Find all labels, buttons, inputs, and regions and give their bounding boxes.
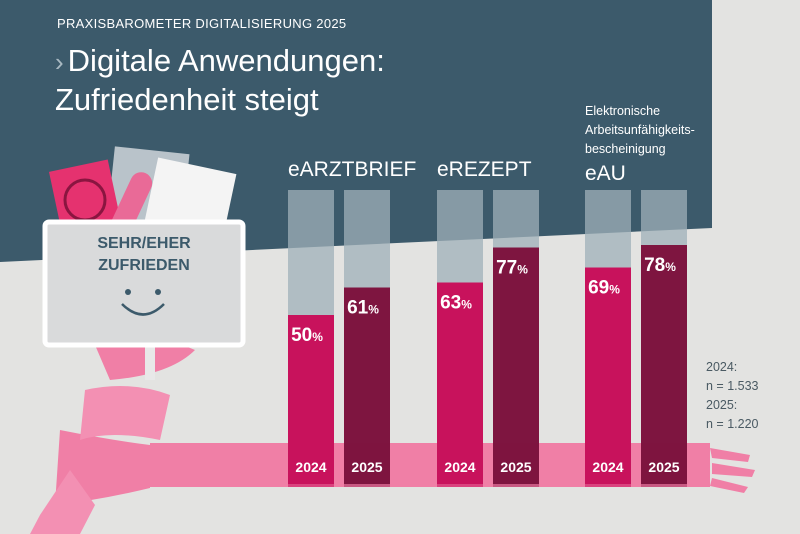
bar-scarf-overlay bbox=[493, 443, 539, 487]
data-label: 61% bbox=[347, 298, 379, 319]
bar-2025-1 bbox=[493, 247, 539, 484]
year-label: 2025 bbox=[500, 459, 531, 475]
year-label: 2025 bbox=[648, 459, 679, 475]
year-label: 2024 bbox=[444, 459, 475, 475]
data-label: 78% bbox=[644, 255, 676, 276]
sign-line-2: ZUFRIEDEN bbox=[98, 257, 190, 274]
year-label: 2024 bbox=[592, 459, 623, 475]
chevron-right-icon: › bbox=[55, 47, 64, 77]
bar-2025-0 bbox=[344, 287, 390, 484]
page-title: › Digitale Anwendungen: Zufriedenheit stei… bbox=[55, 42, 385, 119]
kicker-text: PRAXISBAROMETER DIGITALISIERUNG 2025 bbox=[57, 16, 347, 31]
n2025-value: n = 1.220 bbox=[706, 417, 759, 431]
year-label: 2025 bbox=[351, 459, 382, 475]
data-label: 77% bbox=[496, 258, 528, 279]
n2025-label: 2025: bbox=[706, 398, 738, 412]
category-label-erezept: eREZEPT bbox=[437, 158, 532, 181]
bar-scarf-overlay bbox=[585, 443, 631, 487]
data-label: 50% bbox=[291, 325, 323, 346]
data-label: 69% bbox=[588, 278, 620, 299]
bar-scarf-overlay bbox=[437, 443, 483, 487]
sign-line-1: SEHR/EHER bbox=[97, 235, 191, 252]
category-label-eau: eAU bbox=[585, 162, 626, 185]
bar-2025-2 bbox=[641, 245, 687, 484]
bar-scarf-overlay bbox=[344, 443, 390, 487]
data-label: 63% bbox=[440, 293, 472, 314]
title-line-2: Zufriedenheit steigt bbox=[55, 82, 319, 117]
n2024-value: n = 1.533 bbox=[706, 379, 759, 393]
year-label: 2024 bbox=[295, 459, 326, 475]
bar-scarf-overlay bbox=[288, 443, 334, 487]
bar-scarf-overlay bbox=[641, 443, 687, 487]
eau-subtitle: Elektronische Arbeitsunfähigkeits-beschei… bbox=[585, 104, 695, 156]
sign-illustration bbox=[42, 146, 246, 380]
sample-size-note: 2024: n = 1.533 2025: n = 1.220 bbox=[706, 358, 758, 434]
title-line-1: Digitale Anwendungen: bbox=[67, 43, 385, 78]
sign-text: SEHR/EHER ZUFRIEDEN bbox=[48, 233, 240, 277]
category-label-earztbrief: eARZTBRIEF bbox=[288, 158, 417, 181]
n2024-label: 2024: bbox=[706, 360, 738, 374]
